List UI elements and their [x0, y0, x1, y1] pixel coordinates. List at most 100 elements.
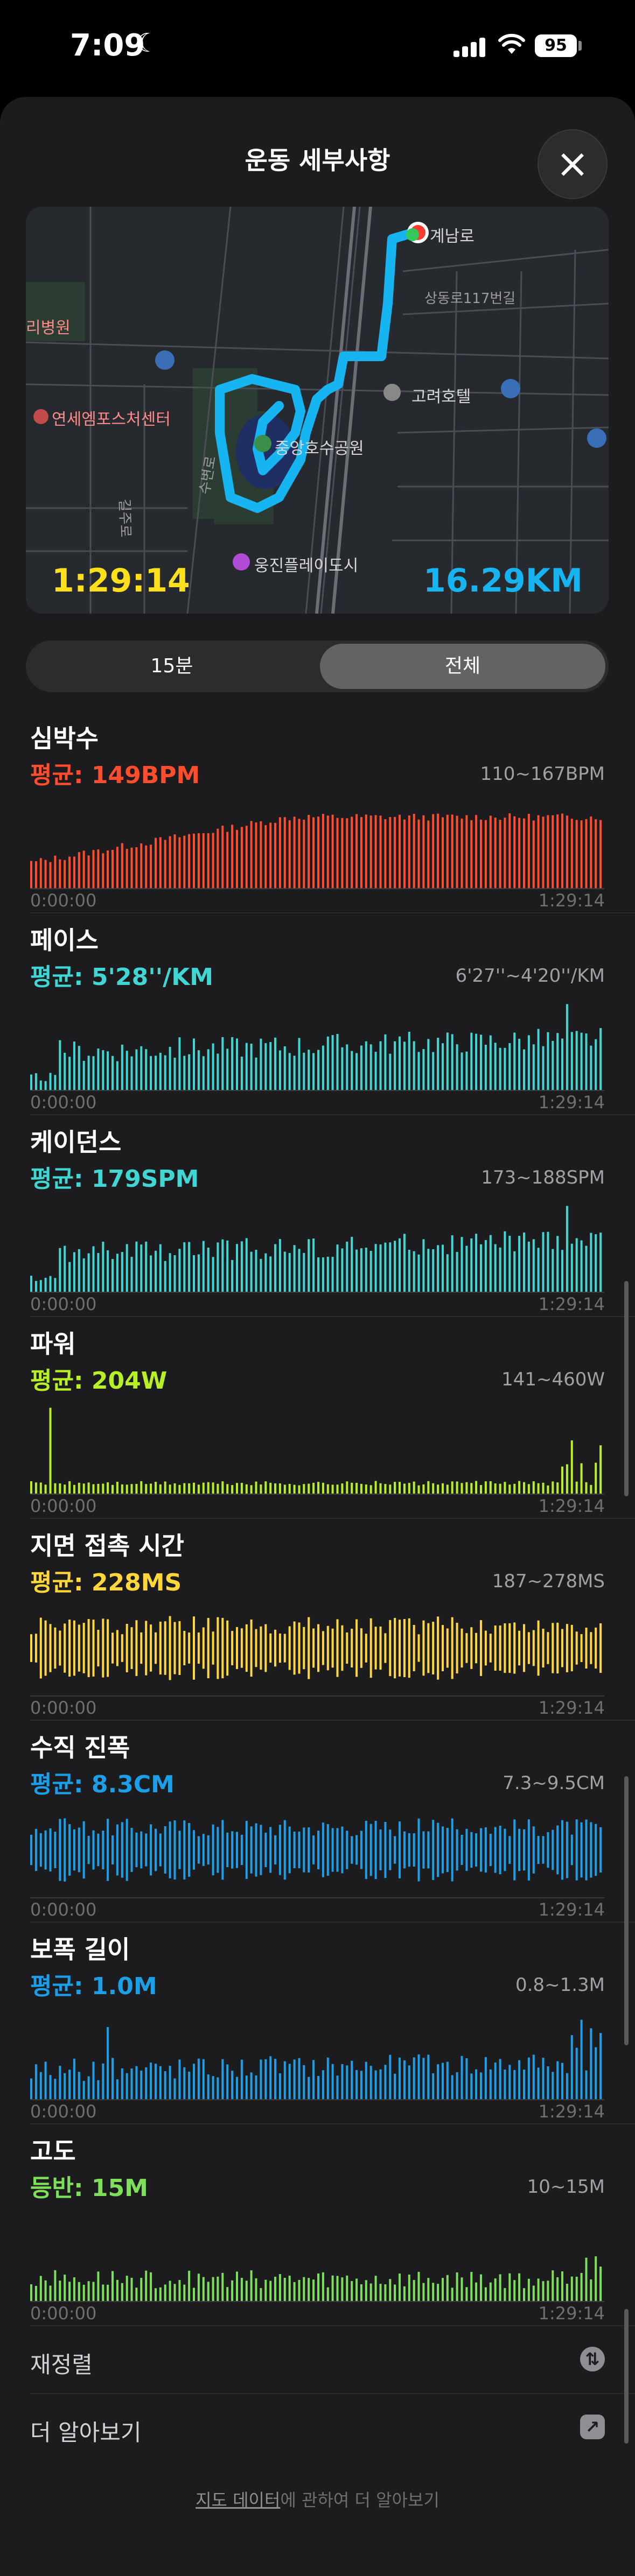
chart-bar [384, 1633, 387, 1663]
chart-bar [178, 1831, 181, 1869]
segment-all[interactable]: 전체 [320, 644, 605, 689]
chart-bar [523, 2070, 525, 2100]
chart-bar [494, 1483, 497, 1495]
metric-stride-length[interactable]: 보폭 길이 평균: 1.0M 0.8~1.3M 0:00:00 1:29:14 [0, 1923, 635, 2124]
chart-bar [34, 2286, 37, 2302]
chart-bar [125, 1244, 128, 1293]
chart-bar [97, 1483, 100, 1495]
metric-ground-contact-time[interactable]: 지면 접촉 시간 평균: 228MS 187~278MS 0:00:00 1:2… [0, 1519, 635, 1721]
chart-bar [64, 1818, 66, 1882]
learn-more-row[interactable]: 더 알아보기 ↗ [0, 2394, 635, 2462]
metric-elevation[interactable]: 고도 등반: 15M 10~15M 0:00:00 1:29:14 [0, 2124, 635, 2326]
chart-bar [494, 1244, 497, 1293]
chart-bar [274, 2059, 276, 2100]
chart-bar [499, 1825, 501, 1875]
chart-bar [312, 1053, 315, 1091]
chart-bar [494, 818, 497, 889]
chart-bar [403, 1234, 406, 1293]
chart-bar [59, 2281, 61, 2302]
metric-range: 173~188SPM [481, 1167, 605, 1188]
scrollbar[interactable] [624, 1281, 629, 1496]
chart-bar [508, 2273, 511, 2302]
chart-bar [202, 2277, 205, 2302]
chart-bar [369, 815, 372, 889]
chart-bar [102, 853, 104, 889]
chart-bar [303, 1627, 305, 1670]
chart-bar [183, 835, 186, 889]
chart-bar [54, 1832, 57, 1868]
route-map[interactable]: 계남로 상동로117번길 리병원 고려호텔 연세엠포스처센터 중앙호수공원 웅진… [26, 207, 609, 614]
chart-bar [111, 1055, 114, 1091]
chart-bar [269, 1256, 272, 1293]
chart-bar [384, 2065, 387, 2100]
chart-bar [403, 1041, 406, 1091]
chart-bar [64, 1484, 66, 1495]
chart-bar [97, 1252, 100, 1293]
chart-bar [480, 2274, 482, 2302]
divider [30, 912, 635, 913]
chart-bar [399, 2274, 401, 2302]
chart-bar [552, 1249, 554, 1293]
chart-bar [599, 1445, 602, 1495]
chart-bar [532, 820, 535, 889]
chart-bar [183, 1820, 186, 1880]
chart-bar [494, 1827, 497, 1873]
chart-bar [283, 2278, 286, 2302]
chart-bar [197, 833, 200, 889]
map-data-link[interactable]: 지도 데이터 [196, 2490, 281, 2510]
chart-bar [293, 1621, 296, 1675]
reorder-row[interactable]: 재정렬 ⇅ [0, 2326, 635, 2394]
metric-vertical-oscillation[interactable]: 수직 진폭 평균: 8.3CM 7.3~9.5CM 0:00:00 1:29:1… [0, 1721, 635, 1923]
chart-bar [212, 1257, 214, 1293]
chart-bar [308, 815, 310, 889]
chart-bar [207, 1049, 210, 1091]
chart-bar [193, 1616, 195, 1680]
chart-end-time: 1:29:14 [538, 1698, 605, 1718]
chart-bar [437, 813, 439, 889]
chart-start-time: 0:00:00 [30, 1092, 97, 1113]
chart-bar [499, 1625, 501, 1671]
chart-bar [78, 852, 80, 889]
scrollbar[interactable] [624, 2309, 629, 2444]
chart-bar [49, 1828, 52, 1871]
chart-bar [159, 837, 162, 889]
chart-bar [102, 1242, 104, 1293]
chart-bar [145, 1241, 148, 1293]
chart-bar [164, 840, 166, 889]
chart-bar [374, 1820, 377, 1880]
metric-heart-rate[interactable]: 심박수 평균: 149BPM 110~167BPM 0:00:00 1:29:1… [0, 712, 635, 913]
chart-bar [212, 1631, 214, 1665]
close-button[interactable]: × [538, 129, 608, 199]
segment-15min[interactable]: 15분 [150, 655, 193, 677]
chart-bar [116, 1254, 118, 1293]
chart-bar [599, 2267, 602, 2302]
metric-pace[interactable]: 페이스 평균: 5'28''/KM 6'27''~4'20''/KM 0:00:… [0, 913, 635, 1115]
chart-bar [442, 2063, 444, 2100]
chart-bar [322, 1045, 324, 1091]
metric-range: 0.8~1.3M [515, 1974, 605, 1996]
chart-bar [260, 2288, 262, 2302]
chart-bar [212, 1482, 214, 1495]
chart-bar [226, 2287, 229, 2302]
chart-bar [527, 1241, 530, 1293]
chart-bar [451, 1034, 453, 1091]
chart-bar [532, 1630, 535, 1666]
metric-cadence[interactable]: 케이던스 평균: 179SPM 173~188SPM 0:00:00 1:29:… [0, 1115, 635, 1317]
metric-power[interactable]: 파워 평균: 204W 141~460W 0:00:00 1:29:14 [0, 1317, 635, 1519]
chart-bar [188, 2270, 191, 2302]
chart-bar [260, 1626, 262, 1670]
chart-bar [523, 1482, 525, 1495]
scrollbar[interactable] [624, 1776, 629, 2045]
chart-bar [413, 1481, 415, 1495]
battery-indicator: 95 [535, 34, 577, 57]
chart-bar [116, 1061, 118, 1091]
chart-bar [408, 2275, 410, 2302]
chart-bar [278, 1050, 281, 1091]
chart-bar [480, 1828, 482, 1872]
chart-bar [39, 1617, 42, 1679]
chart-bar [331, 1828, 334, 1872]
chart-bar [178, 1621, 181, 1675]
chart-bar [417, 1254, 420, 1293]
chart-bar [39, 858, 42, 889]
chart-bar [97, 1048, 100, 1091]
